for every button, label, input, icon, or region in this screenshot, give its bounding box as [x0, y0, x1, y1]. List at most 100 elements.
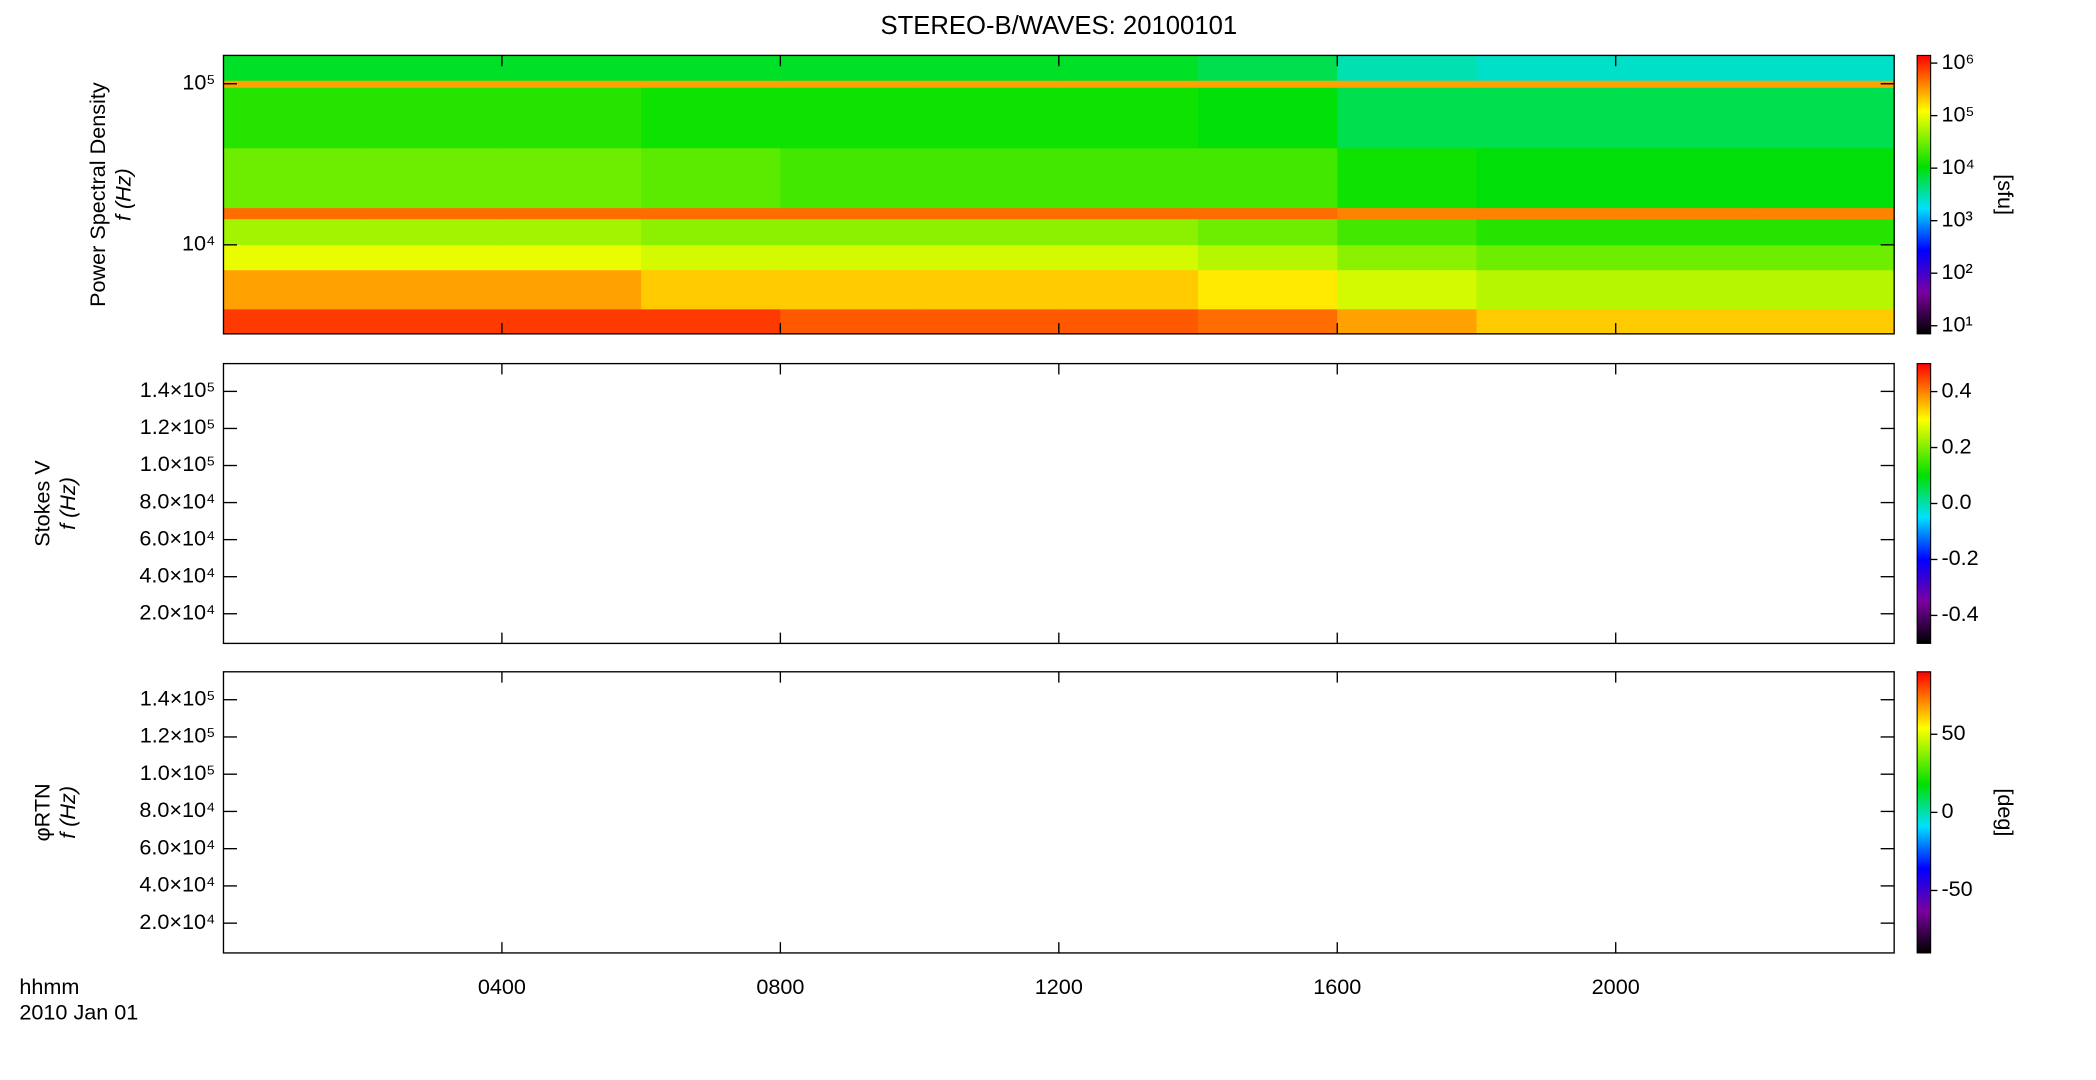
y-axis-label: f (Hz): [111, 168, 136, 221]
heatmap-cell: [1615, 308, 1756, 335]
heatmap-cell: [641, 269, 782, 310]
heatmap-cell: [362, 147, 503, 209]
heatmap-cell: [1198, 269, 1338, 310]
heatmap-cell: [223, 269, 364, 310]
y-tick-label: 2.0×10⁴: [139, 599, 215, 624]
heatmap-cell: [780, 218, 921, 246]
y-tick-label: 10⁵: [182, 69, 215, 94]
heatmap-cell: [1476, 147, 1617, 209]
heatmap-cell: [1476, 269, 1617, 310]
heatmap-cell: [919, 244, 1060, 271]
heatmap-cell: [223, 308, 364, 335]
heatmap-cell: [780, 308, 921, 335]
plot-frame: [222, 362, 1895, 645]
heatmap-cell: [780, 80, 921, 88]
heatmap-cell: [919, 55, 1060, 81]
heatmap-cell: [641, 80, 782, 88]
heatmap-cell: [919, 218, 1060, 246]
heatmap-cell: [1476, 87, 1617, 149]
heatmap-cell: [362, 218, 503, 246]
heatmap-cell: [501, 147, 642, 209]
heatmap-cell: [1337, 218, 1478, 246]
x-tick-label: 1600: [1313, 974, 1361, 999]
heatmap-cell: [1337, 87, 1478, 149]
x-axis-label: hhmm: [19, 974, 79, 999]
y-tick-label: 4.0×10⁴: [139, 872, 215, 897]
heatmap-cell: [1754, 147, 1895, 209]
colorbar-label: [deg]: [1993, 788, 2018, 836]
heatmap-cell: [223, 87, 364, 149]
y-tick-label: 4.0×10⁴: [139, 562, 215, 587]
heatmap-cell: [1058, 244, 1199, 271]
colorbar: [1916, 671, 1932, 954]
heatmap-cell: [362, 87, 503, 149]
heatmap-cell: [1476, 244, 1617, 271]
heatmap-cell: [223, 80, 364, 88]
heatmap-cell: [1754, 87, 1895, 149]
y-tick-label: 1.0×10⁵: [140, 760, 216, 785]
heatmap-cell: [641, 308, 782, 335]
colorbar-tick-label: 10²: [1941, 259, 1972, 284]
colorbar-tick-label: 10¹: [1941, 311, 1972, 336]
y-tick-label: 6.0×10⁴: [139, 525, 215, 550]
heatmap-cell: [1058, 87, 1199, 149]
heatmap-cell: [919, 308, 1060, 335]
heatmap-cell: [1058, 218, 1199, 246]
colorbar-tick-label: 10³: [1941, 206, 1972, 231]
heatmap-cell: [919, 269, 1060, 310]
heatmap-cell: [641, 87, 782, 149]
heatmap-cell: [1058, 55, 1199, 81]
heatmap-cell: [223, 147, 364, 209]
colorbar: [1916, 54, 1932, 335]
colorbar-tick-label: 10⁴: [1941, 154, 1974, 179]
x-tick-label: 0800: [756, 974, 804, 999]
y-tick-label: 1.2×10⁵: [140, 414, 216, 439]
heatmap-cell: [780, 55, 921, 81]
heatmap-cell: [1476, 55, 1617, 81]
heatmap-cell: [1337, 244, 1478, 271]
colorbar-tick-label: -0.2: [1941, 545, 1978, 570]
y-axis-label: Power Spectral Density: [85, 82, 110, 307]
heatmap-cell: [1476, 80, 1617, 88]
colorbar-tick-label: 0.4: [1941, 377, 1971, 402]
chart-title: STEREO-B/WAVES: 20100101: [880, 12, 1237, 40]
heatmap-cell: [1476, 308, 1617, 335]
heatmap-cell: [641, 244, 782, 271]
heatmap-cell: [1754, 80, 1895, 88]
y-axis-label: f (Hz): [55, 477, 80, 530]
heatmap-cell: [780, 147, 921, 209]
heatmap-cell: [1476, 218, 1617, 246]
y-axis-label: Stokes V: [29, 460, 54, 547]
colorbar-tick-label: 10⁶: [1941, 49, 1974, 74]
colorbar-tick-label: 0.2: [1941, 433, 1971, 458]
x-tick-label: 2000: [1592, 974, 1640, 999]
heatmap-cell: [1198, 218, 1338, 246]
heatmap-cell: [223, 207, 364, 220]
heatmap-cell: [501, 207, 642, 220]
heatmap-cell: [1198, 147, 1338, 209]
colorbar: [1916, 363, 1932, 644]
heatmap-cell: [641, 218, 782, 246]
heatmap-cell: [1615, 218, 1756, 246]
heatmap-cell: [501, 80, 642, 88]
heatmap-cell: [223, 244, 364, 271]
heatmap-cell: [501, 87, 642, 149]
heatmap-cell: [223, 218, 364, 246]
heatmap-cell: [1615, 244, 1756, 271]
heatmap-cell: [1615, 269, 1756, 310]
colorbar-tick-label: 50: [1941, 720, 1965, 745]
heatmap-cell: [1058, 80, 1199, 88]
heatmap-cell: [1058, 147, 1199, 209]
y-tick-label: 1.0×10⁵: [140, 451, 216, 476]
plot-frame: [222, 671, 1895, 954]
heatmap-cell: [1615, 147, 1756, 209]
heatmap-cell: [641, 207, 782, 220]
y-tick-label: 1.4×10⁵: [140, 685, 216, 710]
colorbar-tick-label: -50: [1941, 876, 1972, 901]
heatmap-cell: [1615, 80, 1756, 88]
heatmap-cell: [1058, 207, 1199, 220]
colorbar-label: [sfu]: [1993, 174, 2018, 215]
heatmap-cell: [919, 207, 1060, 220]
heatmap-cell: [1754, 269, 1895, 310]
